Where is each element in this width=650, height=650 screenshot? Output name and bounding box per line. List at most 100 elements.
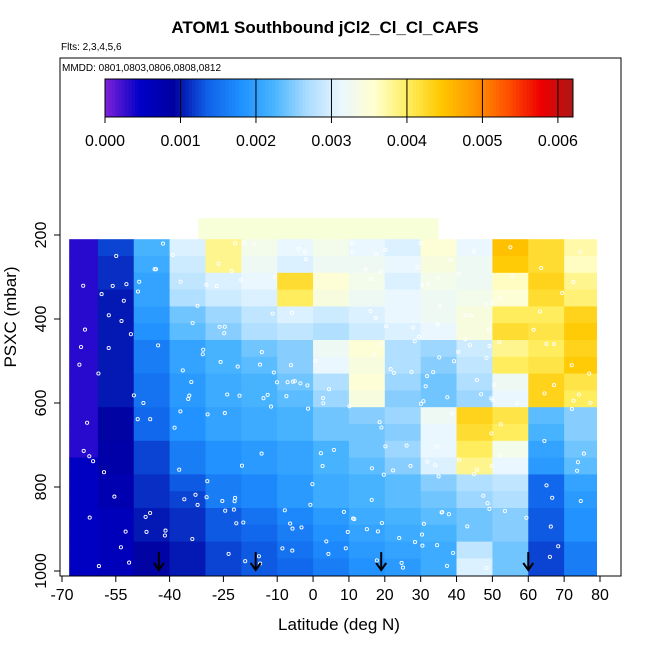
data-point: [200, 352, 205, 357]
x-tick-label: 40: [448, 587, 466, 604]
heatmap-cell: [420, 407, 458, 425]
data-point: [415, 265, 420, 270]
colorbar-segment: [322, 79, 327, 117]
data-point: [388, 367, 393, 372]
heatmap-cell: [313, 390, 350, 408]
colorbar-segment: [165, 79, 170, 117]
colorbar-segment: [419, 79, 424, 117]
colorbar-segment: [342, 79, 347, 117]
data-point: [497, 295, 502, 300]
heatmap-cell: [97, 541, 135, 559]
heatmap-cell: [564, 239, 598, 257]
data-point: [99, 292, 104, 297]
data-point: [425, 374, 430, 379]
data-point: [571, 280, 576, 285]
heatmap-cell: [564, 356, 598, 375]
data-point: [153, 267, 159, 272]
data-point: [463, 337, 468, 342]
colorbar-segment: [258, 79, 263, 117]
colorbar-segment: [519, 79, 524, 117]
heatmap-cell: [313, 424, 350, 442]
heatmap-cell: [241, 440, 278, 459]
heatmap-cell: [313, 491, 350, 509]
colorbar-segment: [355, 79, 360, 117]
data-point: [408, 463, 413, 468]
data-point: [409, 369, 414, 375]
data-point: [331, 447, 336, 452]
colorbar-segment: [201, 79, 206, 117]
data-point: [373, 315, 378, 320]
profile-arrow-head: [249, 562, 262, 572]
data-point: [363, 267, 368, 272]
heatmap-cell: [241, 390, 278, 408]
heatmap-cell: [169, 440, 207, 459]
data-point: [290, 310, 295, 315]
heatmap-cell: [456, 373, 493, 391]
data-point: [410, 325, 415, 330]
y-tick-label: 400: [33, 306, 50, 333]
heatmap-cell: [277, 440, 314, 459]
colorbar-segment: [222, 79, 226, 117]
heatmap-cell: [348, 356, 386, 375]
data-point: [467, 343, 472, 348]
data-point: [321, 396, 326, 401]
heatmap-cell: [384, 524, 422, 543]
heatmap-cell: [456, 390, 493, 408]
heatmap-cell: [133, 356, 171, 375]
heatmap-cell: [69, 541, 99, 559]
data-point: [431, 370, 436, 375]
data-point: [239, 463, 245, 468]
colorbar-segment: [332, 79, 337, 117]
data-point: [177, 467, 182, 472]
heatmap-cell: [456, 306, 493, 324]
data-point: [110, 283, 115, 288]
heatmap-cell: [169, 239, 207, 257]
data-point: [242, 240, 247, 245]
data-point: [436, 474, 441, 479]
heatmap-cell: [420, 306, 458, 324]
x-tick-label: -55: [104, 587, 127, 604]
colorbar-segment: [315, 79, 320, 117]
data-point: [237, 393, 242, 398]
data-point: [456, 349, 461, 354]
heatmap-cell: [205, 440, 242, 459]
data-point: [423, 384, 428, 389]
heatmap-cell: [420, 239, 458, 257]
data-point: [305, 383, 310, 388]
colorbar-segment: [439, 79, 444, 117]
heatmap-cell: [97, 524, 135, 543]
heatmap-cell: [133, 256, 171, 274]
data-point: [524, 515, 529, 520]
data-point: [372, 352, 377, 357]
data-point: [417, 334, 422, 339]
colorbar-segment: [272, 79, 276, 117]
data-point: [128, 332, 133, 337]
colorbar-segment: [449, 79, 454, 117]
heatmap-cell: [169, 491, 207, 509]
colorbar-segment: [191, 79, 196, 117]
heatmap-cell: [492, 340, 529, 358]
data-point: [285, 380, 290, 385]
x-tick-label: 10: [340, 587, 358, 604]
heatmap-cell: [348, 558, 386, 576]
data-point: [569, 406, 574, 411]
heatmap-cell: [528, 524, 565, 543]
x-tick-label: 70: [555, 587, 573, 604]
data-point: [479, 392, 484, 397]
data-point: [515, 401, 520, 406]
heatmap-cell: [384, 407, 422, 425]
colorbar-segment: [115, 79, 119, 117]
heatmap-cell: [528, 407, 565, 425]
data-point: [162, 533, 167, 538]
heatmap-cell: [456, 541, 493, 559]
data-point: [298, 381, 303, 386]
heatmap-cell: [456, 491, 493, 509]
heatmap-cell: [313, 541, 350, 559]
data-point: [326, 551, 331, 556]
data-point: [381, 472, 386, 477]
heatmap-cell: [69, 239, 99, 257]
data-point: [299, 525, 304, 530]
heatmap-cell: [492, 457, 529, 475]
heatmap-cell: [348, 239, 386, 257]
heatmap-cell: [528, 239, 565, 257]
